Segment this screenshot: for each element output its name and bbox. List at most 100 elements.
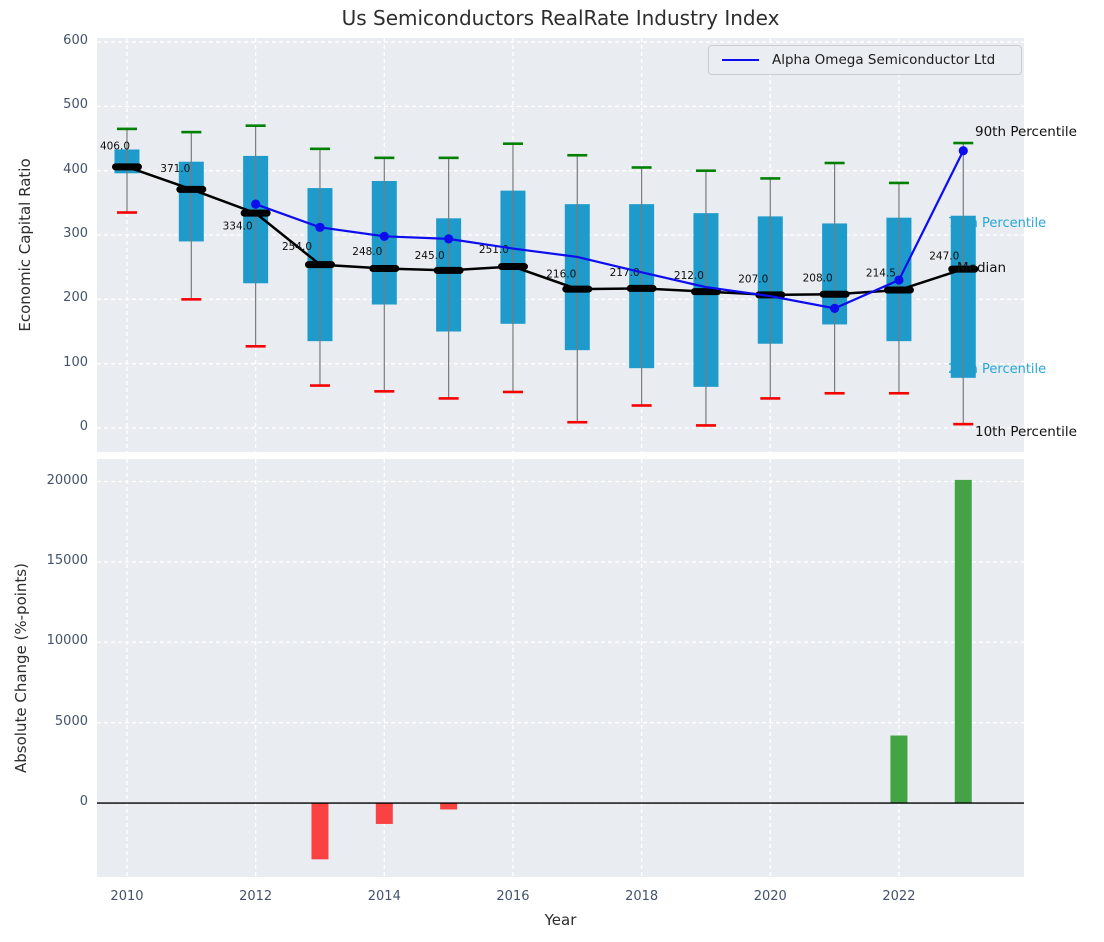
median-value-label: 207.0 (738, 273, 768, 285)
top-y-tick-label: 400 (63, 161, 88, 177)
top-panel: 75th Percentile 25th Percentile 406.0 371… (97, 38, 1077, 452)
x-tick-label: 2020 (753, 889, 787, 904)
p90-cap (309, 147, 330, 151)
company-line (255, 150, 965, 310)
median-marker (304, 261, 335, 269)
median-marker (626, 284, 657, 292)
median-value-label: 406.0 (100, 140, 130, 152)
company-point (894, 275, 904, 285)
x-tick-label: 2022 (882, 889, 916, 904)
median-value-label: 208.0 (803, 273, 833, 285)
bottom-panel-plot (97, 459, 1024, 877)
p10-cap (438, 397, 459, 400)
company-point (830, 303, 840, 313)
p10-cap (953, 422, 974, 426)
median-annotation: Median (957, 260, 1006, 276)
median-marker (176, 185, 207, 193)
positive-change-bar (954, 479, 972, 804)
median-marker (369, 264, 400, 272)
company-point (379, 231, 389, 241)
percentile-annotations-black: 90th Percentile Median 10th Percentile (957, 124, 1077, 440)
median-value-label: 248.0 (352, 246, 382, 258)
p90-cap (374, 156, 395, 160)
bottom-gridlines (97, 459, 1024, 877)
p90-cap (116, 127, 137, 131)
bottom-y-axis-label: Absolute Change (%-points) (12, 563, 30, 773)
median-value-label: 214.5 (866, 268, 896, 280)
boxplot-marks (114, 124, 976, 427)
company-point (958, 146, 968, 156)
top-y-tick-label: 500 (63, 97, 88, 113)
legend: Alpha Omega Semiconductor Ltd (708, 45, 1022, 75)
p90-cap (760, 177, 781, 180)
negative-change-bar (375, 803, 393, 824)
p10-cap (309, 384, 330, 387)
p90-cap (181, 130, 202, 134)
p90-cap (438, 156, 459, 160)
bottom-panel (97, 459, 1024, 877)
bottom-y-tick-label: 20000 (46, 472, 88, 488)
top-y-tick-label: 600 (63, 33, 88, 49)
company-point (251, 199, 261, 209)
p10-cap (824, 391, 845, 395)
top-panel-plot: 75th Percentile 25th Percentile 406.0371… (97, 38, 1077, 452)
median-value-label: 334.0 (223, 221, 253, 233)
median-value-label: 254.0 (282, 241, 312, 253)
median-value-label: 212.0 (674, 270, 704, 282)
p90-cap (502, 142, 523, 145)
x-tick-label: 2018 (625, 889, 659, 904)
median-marker (562, 285, 593, 293)
positive-change-bar (890, 735, 908, 804)
top-y-tick-label: 100 (63, 354, 88, 370)
median-value-label: 247.0 (929, 251, 959, 263)
median-value-label: 371.0 (160, 163, 190, 175)
median-marker (948, 265, 979, 273)
p90-cap (695, 169, 716, 173)
p10-cap (181, 298, 202, 301)
p10-cap (245, 345, 266, 348)
p90-cap (953, 141, 974, 145)
bottom-y-tick-label: 0 (79, 794, 88, 810)
top-gridlines (97, 38, 1024, 452)
median-value-label: 216.0 (546, 269, 576, 281)
p90-annotation: 90th Percentile (975, 124, 1077, 140)
company-point (315, 222, 325, 232)
x-tick-label: 2014 (367, 889, 401, 904)
p10-cap (760, 397, 781, 400)
x-tick-label: 2012 (239, 889, 273, 904)
top-y-tick-label: 300 (63, 226, 88, 242)
p90-cap (824, 161, 845, 165)
p10-cap (888, 391, 909, 395)
median-marker (690, 288, 721, 296)
p90-cap (245, 124, 266, 127)
change-bars (311, 479, 972, 860)
x-axis-label: Year (544, 911, 577, 929)
company-point (444, 234, 454, 244)
median-marker (883, 286, 914, 294)
p10-cap (631, 404, 652, 407)
median-marker (497, 263, 528, 271)
negative-change-bar (440, 803, 458, 810)
p10-cap (695, 424, 716, 427)
top-y-tick-label: 0 (79, 419, 88, 434)
median-marker (240, 209, 271, 217)
chart-title: Us Semiconductors RealRate Industry Inde… (341, 6, 780, 30)
legend-line-sample (722, 59, 759, 61)
p90-cap (631, 166, 652, 169)
negative-change-bar (311, 803, 329, 860)
p10-cap (567, 420, 588, 424)
p10-cap (116, 211, 137, 214)
bottom-y-tick-label: 10000 (46, 633, 88, 649)
bottom-y-tick-label: 15000 (46, 552, 88, 568)
median-marker (819, 290, 850, 298)
p90-cap (888, 181, 909, 185)
x-tick-label: 2016 (496, 889, 530, 904)
top-y-tick-label: 200 (63, 290, 88, 306)
median-marker (433, 266, 464, 274)
x-tick-label: 2010 (110, 889, 144, 904)
p10-cap (374, 390, 395, 393)
top-y-axis-label: Economic Capital Ratio (16, 158, 34, 332)
p90-cap (567, 153, 588, 157)
